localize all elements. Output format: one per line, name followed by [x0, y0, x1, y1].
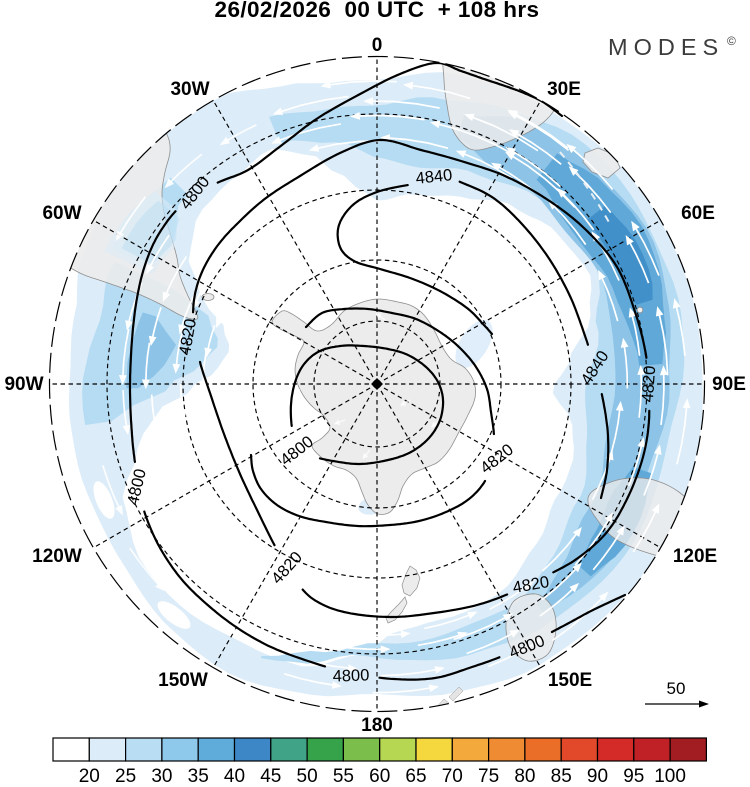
svg-text:80: 80 [514, 766, 535, 782]
svg-text:4800: 4800 [332, 666, 369, 685]
svg-text:95: 95 [623, 766, 644, 782]
svg-text:4820: 4820 [639, 365, 660, 403]
svg-text:55: 55 [333, 766, 354, 782]
svg-text:©: © [727, 34, 736, 48]
svg-text:45: 45 [260, 766, 281, 782]
svg-text:180: 180 [361, 715, 393, 736]
svg-text:60E: 60E [681, 203, 715, 224]
svg-text:30E: 30E [547, 79, 581, 100]
svg-text:40: 40 [224, 766, 245, 782]
svg-text:90E: 90E [712, 374, 746, 395]
svg-text:0: 0 [372, 35, 383, 56]
svg-text:100: 100 [654, 766, 686, 782]
svg-text:90: 90 [587, 766, 608, 782]
svg-text:90W: 90W [4, 374, 43, 395]
svg-text:35: 35 [188, 766, 209, 782]
svg-text:120W: 120W [32, 546, 82, 567]
svg-text:85: 85 [551, 766, 572, 782]
svg-text:60: 60 [369, 766, 390, 782]
svg-text:150E: 150E [548, 670, 592, 691]
svg-text:30: 30 [151, 766, 172, 782]
svg-text:30W: 30W [170, 79, 209, 100]
svg-text:50: 50 [667, 679, 686, 698]
svg-text:25: 25 [115, 766, 136, 782]
svg-text:70: 70 [442, 766, 463, 782]
svg-text:120E: 120E [673, 546, 717, 567]
svg-text:20: 20 [79, 766, 100, 782]
svg-text:150W: 150W [158, 670, 208, 691]
svg-text:4840: 4840 [415, 166, 453, 188]
svg-text:50: 50 [297, 766, 318, 782]
svg-text:MODES: MODES [608, 34, 724, 60]
svg-text:75: 75 [478, 766, 499, 782]
svg-text:60W: 60W [42, 203, 81, 224]
svg-text:65: 65 [405, 766, 426, 782]
svg-text:26/02/2026 00 UTC + 108 hrs: 26/02/2026 00 UTC + 108 hrs [215, 0, 540, 22]
